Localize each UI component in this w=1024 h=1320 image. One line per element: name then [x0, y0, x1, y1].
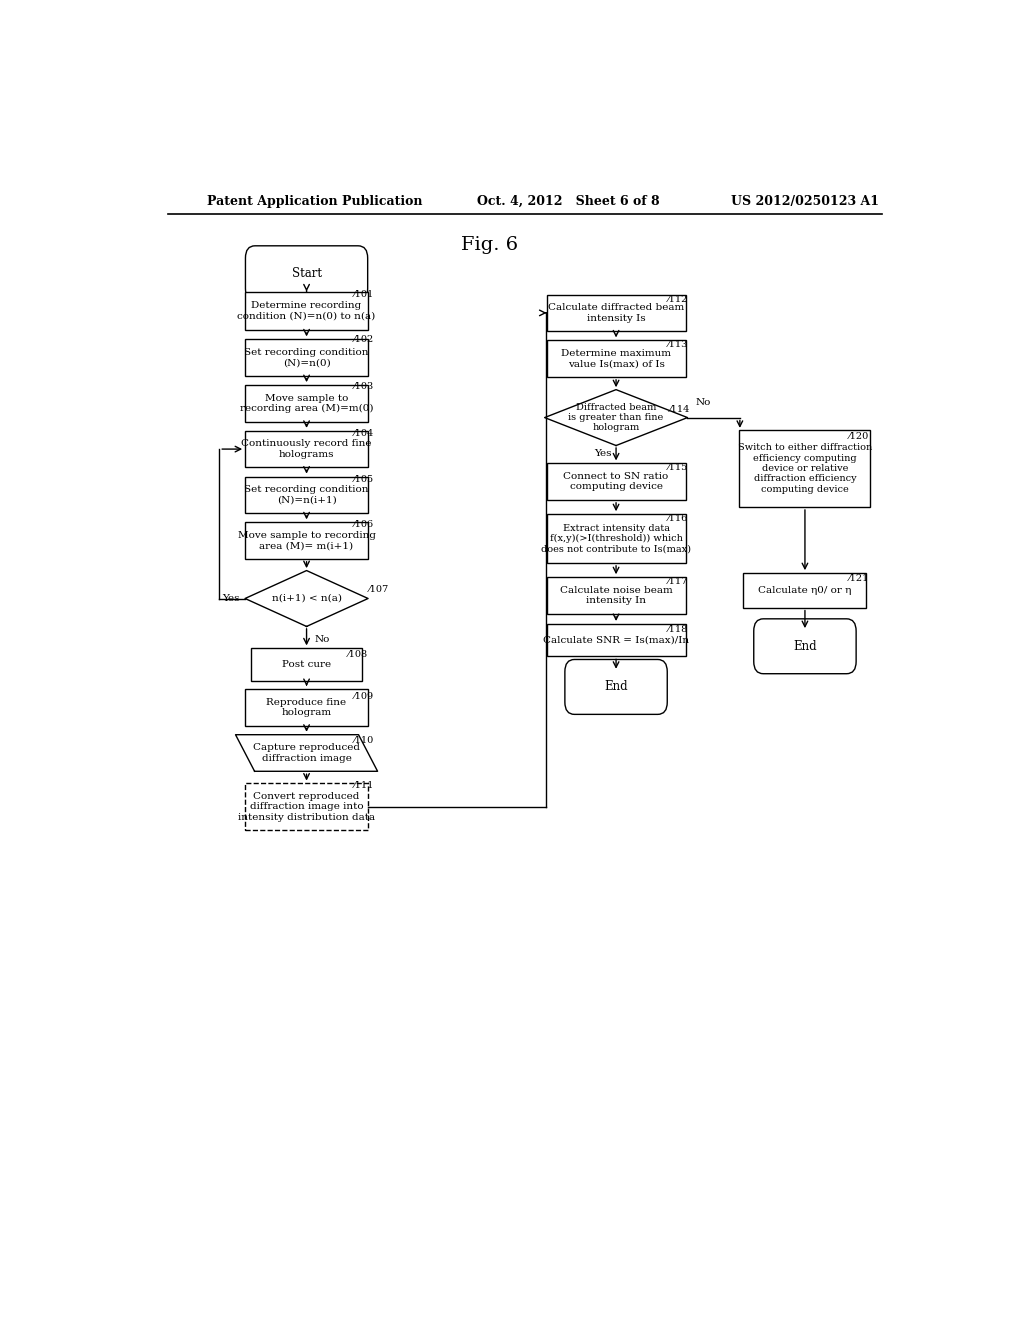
Text: ⁄115: ⁄115 — [668, 463, 688, 473]
FancyBboxPatch shape — [754, 619, 856, 673]
Text: ⁄110: ⁄110 — [354, 735, 375, 744]
Bar — [245, 689, 368, 726]
Text: Diffracted beam
is greater than fine
hologram: Diffracted beam is greater than fine hol… — [568, 403, 664, 433]
Text: Post cure: Post cure — [282, 660, 331, 669]
Bar — [547, 341, 685, 378]
Bar — [245, 784, 368, 830]
Text: Calculate noise beam
intensity In: Calculate noise beam intensity In — [560, 586, 673, 605]
Bar — [245, 430, 368, 467]
Text: n(i+1) < n(a): n(i+1) < n(a) — [271, 594, 342, 603]
Text: US 2012/0250123 A1: US 2012/0250123 A1 — [731, 194, 880, 207]
Text: ⁄112: ⁄112 — [668, 294, 688, 304]
Text: ⁄106: ⁄106 — [354, 520, 375, 529]
Text: ⁄101: ⁄101 — [354, 289, 375, 298]
Bar — [547, 294, 685, 331]
Text: ⁄109: ⁄109 — [354, 692, 375, 701]
Text: Oct. 4, 2012   Sheet 6 of 8: Oct. 4, 2012 Sheet 6 of 8 — [477, 194, 659, 207]
Text: Reproduce fine
hologram: Reproduce fine hologram — [266, 697, 346, 717]
Text: Yes: Yes — [595, 449, 612, 458]
Text: ⁄105: ⁄105 — [354, 474, 375, 483]
Text: Determine recording
condition (N)=n(0) to n(a): Determine recording condition (N)=n(0) t… — [238, 301, 376, 321]
Text: Start: Start — [292, 267, 322, 280]
Bar — [245, 292, 368, 330]
Text: Convert reproduced
diffraction image into
intensity distribution data: Convert reproduced diffraction image int… — [238, 792, 375, 822]
Bar — [245, 339, 368, 376]
Text: Yes: Yes — [222, 594, 240, 603]
Text: ⁄103: ⁄103 — [354, 381, 375, 391]
Text: Patent Application Publication: Patent Application Publication — [207, 194, 423, 207]
Text: Set recording condition
(N)=n(0): Set recording condition (N)=n(0) — [245, 348, 369, 367]
Text: No: No — [314, 635, 330, 644]
Bar — [547, 515, 685, 562]
Text: ⁄104: ⁄104 — [354, 429, 375, 438]
Text: ⁄108: ⁄108 — [348, 651, 368, 659]
Text: ⁄120: ⁄120 — [849, 432, 868, 441]
Bar — [739, 430, 870, 507]
Text: ⁄117: ⁄117 — [668, 577, 688, 586]
Text: ⁄111: ⁄111 — [354, 781, 375, 791]
Text: ⁄121: ⁄121 — [849, 574, 869, 583]
Text: ⁄116: ⁄116 — [668, 515, 688, 523]
Bar — [245, 523, 368, 558]
Bar — [743, 573, 866, 607]
Text: ⁄118: ⁄118 — [668, 624, 688, 634]
Text: Move sample to recording
area (M)= m(i+1): Move sample to recording area (M)= m(i+1… — [238, 531, 376, 550]
Text: Set recording condition
(N)=n(i+1): Set recording condition (N)=n(i+1) — [245, 486, 369, 504]
Text: Determine maximum
value Is(max) of Is: Determine maximum value Is(max) of Is — [561, 348, 671, 368]
Bar — [245, 477, 368, 513]
Bar — [547, 624, 685, 656]
Text: Continuously record fine
holograms: Continuously record fine holograms — [242, 440, 372, 459]
FancyBboxPatch shape — [565, 660, 668, 714]
Bar — [251, 648, 362, 681]
Text: ⁄114: ⁄114 — [670, 405, 690, 414]
Text: End: End — [794, 640, 817, 653]
Text: Calculate diffracted beam
intensity Is: Calculate diffracted beam intensity Is — [548, 304, 684, 322]
Text: Fig. 6: Fig. 6 — [461, 236, 518, 253]
Text: Connect to SN ratio
computing device: Connect to SN ratio computing device — [563, 473, 669, 491]
Text: Extract intensity data
f(x,y)(>I(threshold)) which
does not contribute to Is(max: Extract intensity data f(x,y)(>I(thresho… — [541, 524, 691, 553]
Text: Calculate SNR = Is(max)/In: Calculate SNR = Is(max)/In — [543, 636, 689, 644]
Text: Calculate η0/ or η: Calculate η0/ or η — [758, 586, 852, 595]
Text: End: End — [604, 680, 628, 693]
Text: ⁄113: ⁄113 — [668, 341, 688, 350]
Bar — [547, 463, 685, 500]
Text: ⁄102: ⁄102 — [354, 335, 375, 345]
Text: Switch to either diffraction
efficiency computing
device or relative
diffraction: Switch to either diffraction efficiency … — [738, 444, 872, 494]
Bar — [245, 385, 368, 421]
Bar — [547, 577, 685, 614]
Text: No: No — [695, 397, 711, 407]
Text: Move sample to
recording area (M)=m(0): Move sample to recording area (M)=m(0) — [240, 393, 374, 413]
Text: Capture reproduced
diffraction image: Capture reproduced diffraction image — [253, 743, 360, 763]
Text: ⁄107: ⁄107 — [369, 585, 389, 594]
FancyBboxPatch shape — [246, 246, 368, 301]
